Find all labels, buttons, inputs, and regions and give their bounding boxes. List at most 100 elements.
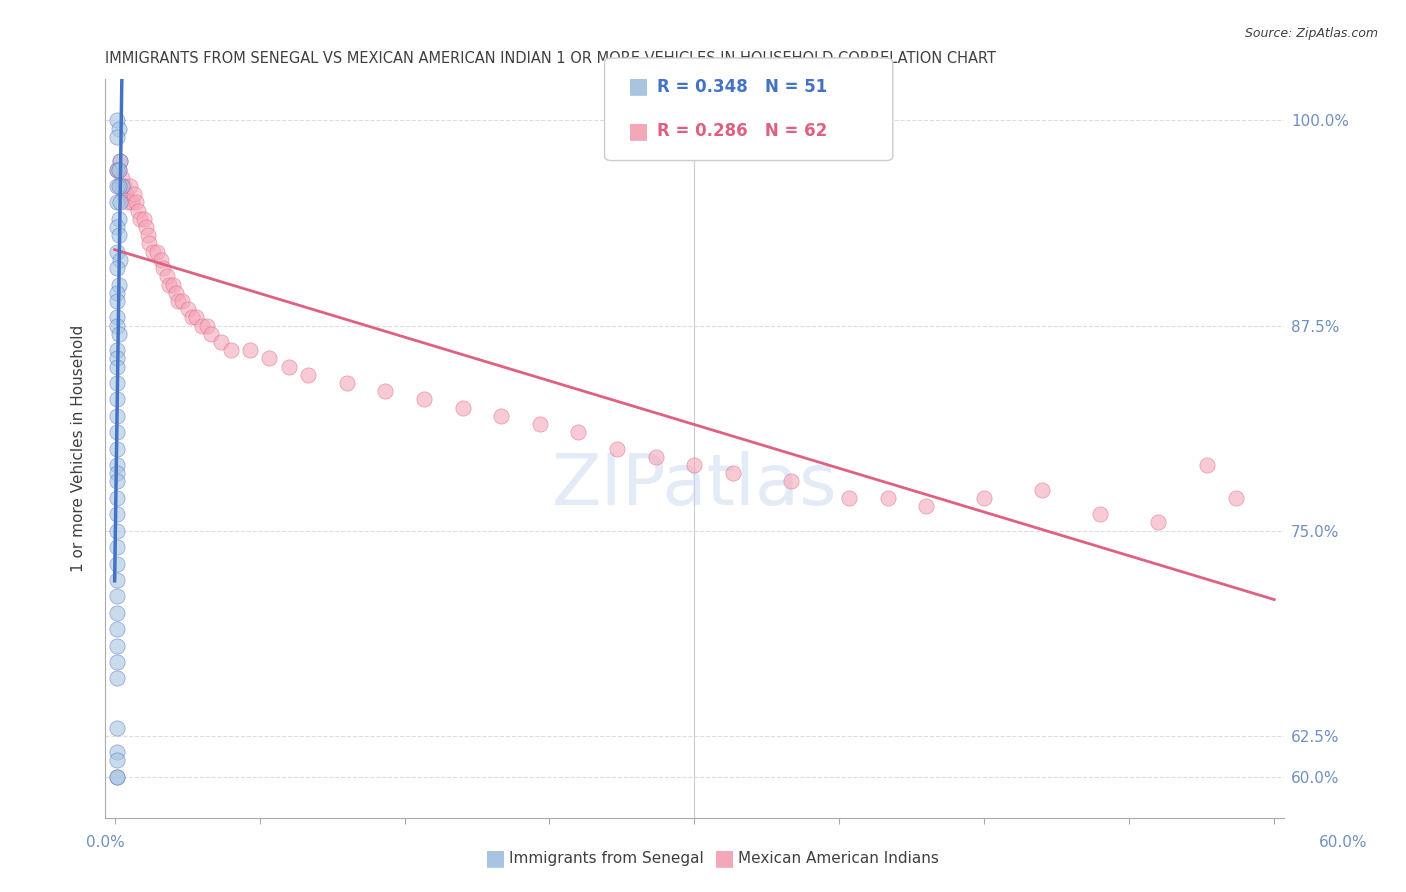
- Point: [105, 754, 128, 768]
- Point: [780, 475, 803, 489]
- Point: [117, 195, 139, 210]
- Point: [135, 220, 157, 235]
- Point: [105, 639, 128, 653]
- Point: [125, 195, 148, 210]
- Point: [107, 179, 129, 194]
- Point: [157, 277, 180, 292]
- Point: [721, 467, 744, 481]
- Point: [489, 409, 512, 423]
- Point: [915, 499, 938, 513]
- Point: [105, 392, 128, 407]
- Point: [105, 129, 128, 144]
- Point: [110, 154, 132, 169]
- Point: [115, 187, 138, 202]
- Point: [127, 203, 149, 218]
- Point: [105, 655, 128, 669]
- Text: 60.0%: 60.0%: [1319, 836, 1367, 850]
- Point: [239, 343, 262, 358]
- Point: [166, 285, 188, 300]
- Text: ■: ■: [628, 121, 650, 141]
- Point: [105, 162, 128, 177]
- Point: [177, 302, 200, 317]
- Point: [142, 244, 165, 259]
- Text: Source: ZipAtlas.com: Source: ZipAtlas.com: [1244, 27, 1378, 40]
- Point: [105, 770, 128, 784]
- Point: [105, 467, 128, 481]
- Point: [107, 228, 129, 243]
- Point: [146, 244, 169, 259]
- Point: [105, 179, 128, 194]
- Point: [110, 154, 132, 169]
- Y-axis label: 1 or more Vehicles in Household: 1 or more Vehicles in Household: [72, 325, 86, 573]
- Point: [112, 179, 135, 194]
- Point: [107, 326, 129, 341]
- Point: [105, 508, 128, 522]
- Point: [451, 401, 474, 415]
- Point: [172, 293, 194, 308]
- Point: [107, 211, 129, 226]
- Point: [973, 491, 995, 505]
- Point: [1031, 483, 1053, 497]
- Point: [122, 187, 145, 202]
- Point: [1090, 508, 1112, 522]
- Point: [105, 261, 128, 276]
- Point: [838, 491, 860, 505]
- Point: [105, 425, 128, 440]
- Point: [105, 195, 128, 210]
- Point: [107, 162, 129, 177]
- Point: [105, 458, 128, 472]
- Point: [105, 351, 128, 366]
- Point: [181, 310, 204, 325]
- Point: [120, 179, 142, 194]
- Point: [138, 236, 160, 251]
- Text: ■: ■: [485, 848, 506, 868]
- Point: [184, 310, 207, 325]
- Point: [105, 672, 128, 686]
- Point: [105, 318, 128, 333]
- Point: [105, 606, 128, 620]
- Point: [197, 318, 219, 333]
- Point: [683, 458, 706, 472]
- Point: [150, 252, 173, 267]
- Point: [105, 442, 128, 456]
- Point: [107, 277, 129, 292]
- Point: [132, 211, 155, 226]
- Point: [121, 195, 143, 210]
- Text: ■: ■: [714, 848, 735, 868]
- Point: [606, 442, 628, 456]
- Point: [128, 211, 150, 226]
- Text: 0.0%: 0.0%: [86, 836, 125, 850]
- Point: [529, 417, 551, 431]
- Point: [277, 359, 299, 374]
- Point: [105, 770, 128, 784]
- Point: [105, 540, 128, 554]
- Point: [105, 293, 128, 308]
- Point: [105, 573, 128, 587]
- Point: [1147, 516, 1170, 530]
- Point: [110, 195, 132, 210]
- Text: R = 0.348   N = 51: R = 0.348 N = 51: [657, 78, 827, 95]
- Point: [107, 162, 129, 177]
- Point: [111, 179, 134, 194]
- Point: [105, 409, 128, 423]
- Point: [105, 343, 128, 358]
- Point: [105, 359, 128, 374]
- Point: [105, 113, 128, 128]
- Point: [876, 491, 898, 505]
- Point: [219, 343, 242, 358]
- Point: [105, 285, 128, 300]
- Point: [111, 170, 134, 185]
- Point: [105, 745, 128, 759]
- Point: [167, 293, 190, 308]
- Point: [105, 491, 128, 505]
- Point: [105, 622, 128, 636]
- Point: [105, 590, 128, 604]
- Point: [412, 392, 434, 407]
- Point: [107, 121, 129, 136]
- Point: [105, 524, 128, 538]
- Point: [105, 721, 128, 735]
- Text: Immigrants from Senegal: Immigrants from Senegal: [509, 851, 704, 865]
- Point: [644, 450, 666, 464]
- Point: [105, 220, 128, 235]
- Point: [105, 475, 128, 489]
